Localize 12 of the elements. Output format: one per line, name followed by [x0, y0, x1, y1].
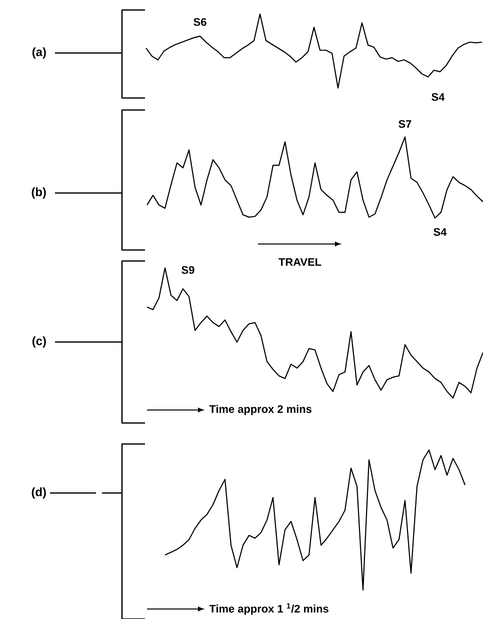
text: Time approx 2 mins — [209, 404, 312, 416]
annotation: S6 — [194, 18, 206, 26]
text: (c) — [32, 336, 46, 348]
text: (b) — [32, 187, 46, 199]
text: S7 — [398, 120, 412, 128]
text: TRAVEL — [278, 258, 322, 266]
text: S4 — [432, 93, 445, 101]
text: (a) — [32, 47, 46, 59]
text: (d) — [32, 487, 46, 499]
annotation: S9 — [182, 266, 194, 274]
text: Time approx 1 $^{1}$/2 mins — [209, 603, 328, 615]
text: S4 — [434, 228, 447, 236]
